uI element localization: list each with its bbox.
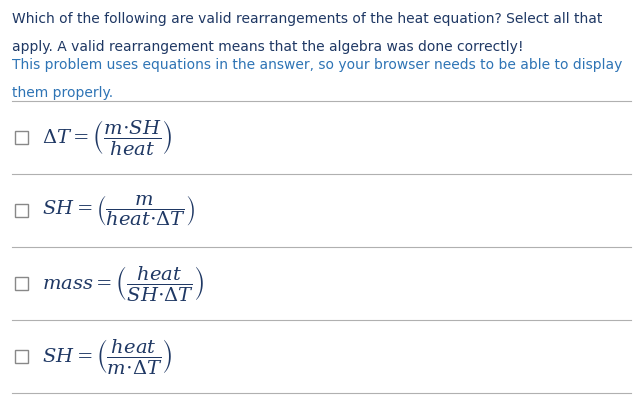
Text: $\Delta T = \left(\dfrac{m{\cdot}SH}{heat}\right)$: $\Delta T = \left(\dfrac{m{\cdot}SH}{hea… xyxy=(42,118,172,157)
Bar xyxy=(15,350,28,363)
Text: This problem uses equations in the answer, so your browser needs to be able to d: This problem uses equations in the answe… xyxy=(12,58,622,72)
Text: Which of the following are valid rearrangements of the heat equation? Select all: Which of the following are valid rearran… xyxy=(12,12,602,26)
Bar xyxy=(15,277,28,290)
Text: $SH = \left(\dfrac{m}{heat{\cdot}\Delta T}\right)$: $SH = \left(\dfrac{m}{heat{\cdot}\Delta … xyxy=(42,193,195,228)
Bar xyxy=(15,204,28,217)
Bar xyxy=(15,131,28,144)
Text: apply. A valid rearrangement means that the algebra was done correctly!: apply. A valid rearrangement means that … xyxy=(12,40,523,54)
Text: $mass = \left(\dfrac{heat}{SH{\cdot}\Delta T}\right)$: $mass = \left(\dfrac{heat}{SH{\cdot}\Del… xyxy=(42,264,204,303)
Text: $SH = \left(\dfrac{heat}{m{\cdot}\Delta T}\right)$: $SH = \left(\dfrac{heat}{m{\cdot}\Delta … xyxy=(42,337,172,376)
Text: them properly.: them properly. xyxy=(12,86,113,100)
